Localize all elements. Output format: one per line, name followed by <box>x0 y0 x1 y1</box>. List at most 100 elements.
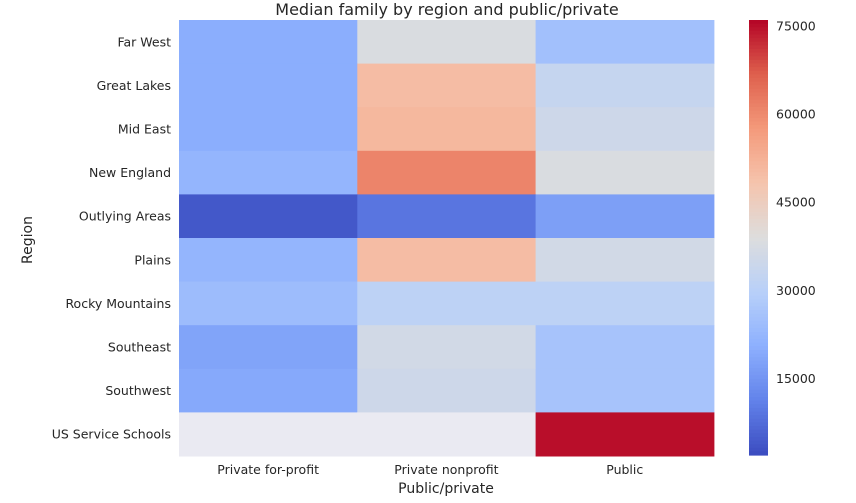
y-tick-labels: Far West Great Lakes Mid East New England Ou… <box>52 34 171 441</box>
colorbar-segment <box>749 320 768 326</box>
colorbar-segment <box>749 226 768 231</box>
colorbar-segment <box>749 139 768 144</box>
colorbar-segment <box>749 121 768 126</box>
heatmap-cell <box>357 368 537 413</box>
colorbar-segment <box>749 299 768 304</box>
colorbar-tick-label: 45000 <box>776 195 816 210</box>
colorbar-segment <box>749 41 768 46</box>
colorbar-segment <box>749 386 768 391</box>
colorbar-segment <box>749 38 768 43</box>
colorbar-segment <box>749 201 768 206</box>
heatmap-cell <box>179 194 358 239</box>
colorbar-segment <box>749 103 768 108</box>
heatmap-cell <box>357 150 537 195</box>
y-tick-label: Rocky Mountains <box>65 296 171 311</box>
colorbar-segment <box>749 426 768 431</box>
colorbar-segment <box>749 407 768 413</box>
colorbar-segment <box>749 397 768 402</box>
colorbar-tick-label: 60000 <box>776 107 816 122</box>
colorbar-segment <box>749 81 768 86</box>
y-tick-label: US Service Schools <box>52 427 171 442</box>
colorbar-segment <box>749 317 768 322</box>
colorbar-segment <box>749 284 768 289</box>
colorbar-tick-label: 15000 <box>776 371 816 386</box>
colorbar-segment <box>749 92 768 97</box>
colorbar-segment <box>749 302 768 307</box>
heatmap-cell <box>357 325 537 370</box>
heatmap-cell <box>179 20 358 65</box>
colorbar-segment <box>749 168 768 173</box>
colorbar-segment <box>749 186 768 191</box>
colorbar-segment <box>749 447 768 452</box>
colorbar-segment <box>749 88 768 94</box>
x-tick-label: Private nonprofit <box>394 462 498 477</box>
heatmap-cell <box>535 368 715 413</box>
colorbar-segment <box>749 212 768 217</box>
heatmap-cell <box>357 63 537 108</box>
colorbar-segment <box>749 436 768 442</box>
colorbar-segment <box>749 190 768 195</box>
colorbar-segment <box>749 451 768 456</box>
colorbar-segment <box>749 411 768 416</box>
colorbar-segment <box>749 85 768 90</box>
heatmap-cell <box>357 194 537 239</box>
colorbar-segment <box>749 49 768 54</box>
colorbar-segment <box>749 389 768 394</box>
colorbar-segment <box>749 346 768 351</box>
colorbar-segment <box>749 349 768 355</box>
colorbar-segment <box>749 230 768 235</box>
colorbar-segment <box>749 128 768 133</box>
heatmap-cell <box>179 325 358 370</box>
colorbar-segment <box>749 30 768 36</box>
colorbar-segment <box>749 52 768 57</box>
colorbar-segment <box>749 172 768 177</box>
colorbar-segment <box>749 45 768 50</box>
colorbar-tick-label: 75000 <box>776 18 816 33</box>
colorbar-segment <box>749 248 768 253</box>
colorbar-segment <box>749 331 768 336</box>
colorbar-segment <box>749 444 768 449</box>
heatmap-cell <box>535 107 715 152</box>
colorbar-segment <box>749 375 768 380</box>
heatmap-cell <box>179 238 358 283</box>
colorbar-segment <box>749 429 768 434</box>
colorbar-segment <box>749 255 768 260</box>
colorbar-segment <box>749 136 768 141</box>
heatmap-cell <box>535 412 715 457</box>
colorbar-segment <box>749 78 768 83</box>
colorbar-segment <box>749 368 768 373</box>
colorbar-segment <box>749 266 768 271</box>
colorbar-segment <box>749 70 768 75</box>
heatmap-cell <box>179 412 358 457</box>
heatmap-cell <box>357 107 537 152</box>
colorbar-segment <box>749 223 768 228</box>
chart-title: Median family by region and public/priva… <box>275 0 618 19</box>
colorbar-segment <box>749 342 768 347</box>
y-tick-label: Southeast <box>108 340 171 355</box>
colorbar-segment <box>749 99 768 104</box>
y-axis-label: Region <box>20 216 36 264</box>
colorbar-segment <box>749 237 768 242</box>
colorbar: 15000 30000 45000 60000 75000 <box>749 18 816 456</box>
colorbar-segment <box>749 233 768 239</box>
colorbar-segment <box>749 23 768 28</box>
colorbar-segment <box>749 204 768 210</box>
colorbar-segment <box>749 150 768 155</box>
colorbar-segment <box>749 20 768 25</box>
heatmap-cell <box>535 20 715 65</box>
colorbar-segment <box>749 143 768 148</box>
colorbar-segment <box>749 27 768 32</box>
colorbar-segment <box>749 335 768 340</box>
heatmap-cell <box>357 238 537 283</box>
colorbar-segment <box>749 357 768 362</box>
colorbar-segment <box>749 273 768 278</box>
y-tick-label: Plains <box>134 252 171 267</box>
heatmap-cell <box>357 412 537 457</box>
y-tick-label: New England <box>89 165 171 180</box>
heatmap-cell <box>535 63 715 108</box>
colorbar-segment <box>749 146 768 152</box>
colorbar-segment <box>749 400 768 405</box>
heatmap-cell <box>535 150 715 195</box>
colorbar-segment <box>749 74 768 79</box>
colorbar-segment <box>749 132 768 137</box>
